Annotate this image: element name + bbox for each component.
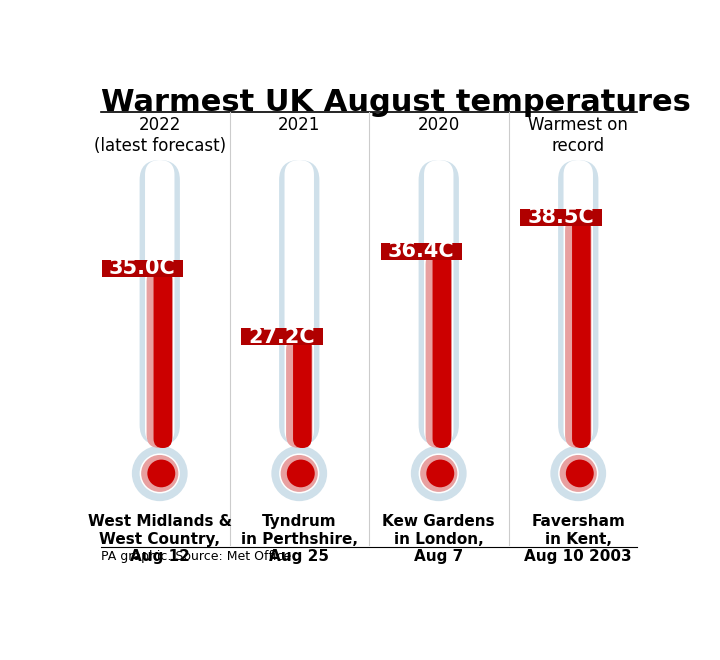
Circle shape (287, 459, 315, 487)
Text: Tyndrum
in Perthshire,
Aug 25: Tyndrum in Perthshire, Aug 25 (240, 514, 358, 564)
Circle shape (281, 455, 318, 492)
FancyBboxPatch shape (147, 269, 173, 448)
Circle shape (271, 446, 327, 501)
Circle shape (558, 453, 598, 494)
Circle shape (550, 446, 606, 501)
Circle shape (148, 459, 175, 487)
FancyBboxPatch shape (418, 160, 459, 445)
Circle shape (420, 455, 457, 492)
FancyBboxPatch shape (102, 260, 183, 277)
Text: Warmest on
record: Warmest on record (528, 116, 628, 155)
FancyBboxPatch shape (153, 269, 172, 448)
FancyBboxPatch shape (279, 160, 320, 445)
Circle shape (140, 453, 180, 494)
Text: West Midlands &
West Country,
Aug 12: West Midlands & West Country, Aug 12 (88, 514, 232, 564)
Text: 27.2C: 27.2C (248, 327, 315, 346)
Circle shape (426, 459, 454, 487)
Text: Warmest UK August temperatures: Warmest UK August temperatures (101, 88, 690, 117)
FancyBboxPatch shape (558, 160, 598, 445)
FancyBboxPatch shape (286, 337, 312, 448)
Circle shape (418, 453, 459, 494)
Text: 2021: 2021 (278, 116, 320, 134)
FancyBboxPatch shape (284, 160, 314, 445)
FancyBboxPatch shape (426, 251, 452, 448)
Text: 2020: 2020 (418, 116, 460, 134)
Circle shape (279, 453, 320, 494)
FancyBboxPatch shape (564, 160, 593, 445)
FancyBboxPatch shape (145, 160, 174, 445)
Text: 2022
(latest forecast): 2022 (latest forecast) (94, 116, 226, 155)
Text: 36.4C: 36.4C (388, 241, 454, 261)
Text: Kew Gardens
in London,
Aug 7: Kew Gardens in London, Aug 7 (382, 514, 495, 564)
Circle shape (141, 455, 179, 492)
FancyBboxPatch shape (424, 160, 454, 445)
Text: 38.5C: 38.5C (528, 207, 594, 227)
Circle shape (132, 446, 188, 501)
FancyBboxPatch shape (572, 217, 590, 448)
Circle shape (411, 446, 467, 501)
Text: PA graphic. Source: Met Office: PA graphic. Source: Met Office (101, 550, 291, 564)
FancyBboxPatch shape (241, 328, 323, 345)
Text: 35.0C: 35.0C (109, 258, 176, 279)
Text: Faversham
in Kent,
Aug 10 2003: Faversham in Kent, Aug 10 2003 (524, 514, 632, 564)
FancyBboxPatch shape (565, 217, 591, 448)
Circle shape (566, 459, 594, 487)
FancyBboxPatch shape (381, 243, 462, 259)
FancyBboxPatch shape (293, 337, 312, 448)
FancyBboxPatch shape (520, 209, 601, 226)
FancyBboxPatch shape (140, 160, 180, 445)
FancyBboxPatch shape (433, 251, 451, 448)
Circle shape (559, 455, 597, 492)
